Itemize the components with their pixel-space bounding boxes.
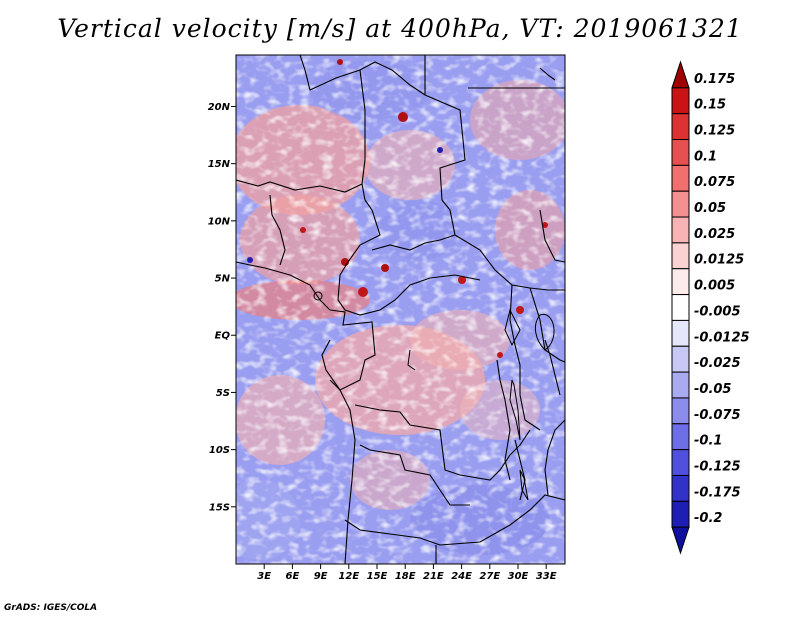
lon-label: 18E	[395, 571, 416, 582]
colorbar-bin	[671, 164, 690, 192]
longitude-labels: 3E 6E 9E 12E 15E 18E 21E 24E 27E 30E 33E	[257, 571, 556, 582]
colorbar-label: 0.025	[694, 227, 735, 242]
lat-label: 15S	[209, 502, 230, 513]
colorbar-arrow-bottom	[671, 526, 690, 555]
colorbar-bin	[671, 423, 690, 451]
lon-label: 12E	[338, 571, 359, 582]
lat-label: 10N	[208, 216, 231, 227]
colorbar-label: -0.1	[694, 434, 722, 449]
colorbar-bin	[671, 474, 690, 502]
colorbar-label: 0.15	[694, 98, 726, 113]
lon-label: 15E	[367, 571, 388, 582]
footer-credit: GrADS: IGES/COLA	[4, 603, 98, 613]
lat-label: 15N	[208, 159, 231, 170]
lon-label: 33E	[536, 571, 557, 582]
colorbar-bin	[671, 113, 690, 141]
colorbar-bin	[671, 449, 690, 476]
lakes	[313, 291, 555, 501]
lon-label: 9E	[314, 571, 328, 582]
colorbar-label: -0.175	[694, 485, 741, 500]
colorbar-arrow-top	[671, 60, 690, 89]
latitude-labels: 20N 15N 10N 5N EQ 5S 10S 15S	[208, 102, 231, 513]
colorbar-label: 0.1	[694, 149, 717, 164]
lon-label: 30E	[508, 571, 529, 582]
map-frame	[235, 54, 566, 565]
lat-label: 5S	[216, 388, 230, 399]
colorbar-label: -0.0125	[694, 330, 750, 345]
colorbar-bin	[671, 87, 690, 115]
colorbar-bin	[671, 139, 690, 166]
vertical-velocity-field	[236, 55, 565, 564]
colorbar-bin	[671, 216, 690, 244]
colorbar: 0.175 0.15 0.125 0.1 0.075 0.05 0.025 0.0125 0.0…	[671, 60, 750, 555]
colorbar-bin	[671, 500, 690, 528]
chart-title: Vertical velocity [m/s] at 400hPa, VT: 2…	[57, 14, 743, 43]
colorbar-label: 0.005	[694, 279, 735, 294]
lat-label: 20N	[208, 102, 231, 113]
colorbar-bin	[671, 268, 690, 296]
lon-label: 27E	[479, 571, 500, 582]
colorbar-bin	[671, 397, 690, 425]
colorbar-label: 0.125	[694, 124, 735, 139]
lon-label: 3E	[257, 571, 271, 582]
colorbar-label: -0.2	[694, 511, 722, 526]
colorbar-bin	[671, 345, 690, 373]
colorbar-label: -0.125	[694, 459, 741, 474]
colorbar-bin	[671, 294, 690, 321]
axis-ticks	[231, 105, 547, 569]
colorbar-label: 0.075	[694, 175, 735, 190]
colorbar-bin	[671, 242, 690, 270]
lon-label: 21E	[423, 571, 444, 582]
lat-label: EQ	[215, 331, 231, 342]
colorbar-label: 0.05	[694, 201, 726, 216]
colorbar-bin	[671, 319, 690, 347]
colorbar-bin	[671, 190, 690, 218]
colorbar-label: 0.175	[694, 72, 735, 87]
colorbar-label: 0.0125	[694, 253, 744, 268]
lon-label: 6E	[286, 571, 300, 582]
lat-label: 5N	[215, 274, 231, 285]
lat-label: 10S	[209, 445, 230, 456]
colorbar-label: -0.005	[694, 304, 741, 319]
colorbar-label: -0.025	[694, 356, 741, 371]
colorbar-label: -0.05	[694, 382, 731, 397]
colorbar-bin	[671, 371, 690, 399]
lon-label: 24E	[451, 571, 472, 582]
colorbar-label: -0.075	[694, 408, 741, 423]
